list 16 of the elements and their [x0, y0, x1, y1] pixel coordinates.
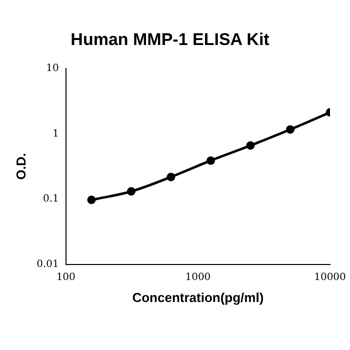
y-tick-label: 0.01	[36, 258, 59, 270]
y-tick-label: 1	[52, 128, 59, 140]
y-tick-label: 0.1	[42, 194, 59, 205]
point	[286, 125, 294, 134]
point	[166, 172, 176, 182]
x-tick-label: 1000	[185, 272, 211, 283]
chart-title: Human MMP-1 ELISA Kit	[70, 30, 270, 49]
x-tick-label: 10000	[314, 272, 346, 283]
x-axis-title: Concentration(pg/ml)	[132, 290, 264, 305]
y-axis-title: O.D.	[13, 153, 28, 180]
point	[206, 156, 215, 165]
point	[87, 196, 96, 204]
x-tick-label: 100	[56, 272, 76, 283]
point	[126, 187, 136, 196]
y-tick-label: 10	[46, 62, 59, 74]
point	[246, 141, 255, 150]
